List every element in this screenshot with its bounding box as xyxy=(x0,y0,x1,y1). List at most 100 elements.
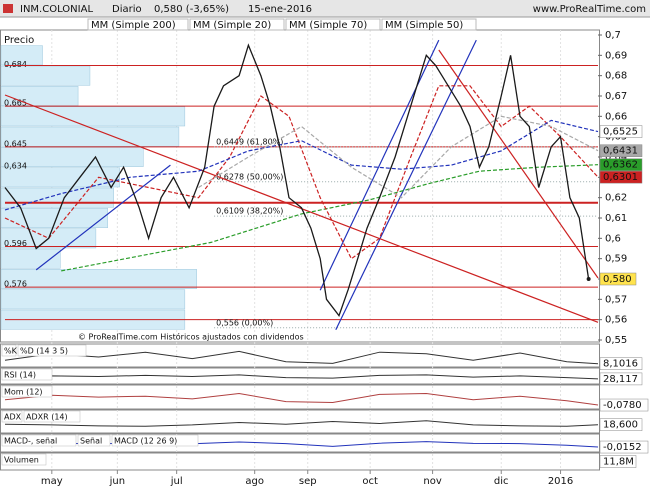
y-tick-label: 0,6 xyxy=(605,233,621,244)
value-label-bg xyxy=(599,125,643,138)
y-tick-label: 0,57 xyxy=(605,294,627,305)
x-tick-label: jun xyxy=(109,476,125,487)
panel-label: Volumen xyxy=(4,456,39,465)
indicator-line xyxy=(4,350,599,365)
header-bar xyxy=(0,0,650,17)
panel-label: Mom (12) xyxy=(4,388,43,397)
indicator-line xyxy=(4,374,599,380)
panel-label: RSI (14) xyxy=(4,371,36,380)
panel-label-bg xyxy=(1,385,53,398)
y-tick-label: 0,61 xyxy=(605,213,627,224)
symbol: INM.COLONIAL xyxy=(20,4,93,15)
y-tick-label: 0,66 xyxy=(605,111,627,122)
fib-label: 0,6449 (61,80%) xyxy=(216,138,283,147)
panel-frame xyxy=(0,433,600,453)
period: Diario xyxy=(112,4,142,15)
value-label: 0,6525 xyxy=(603,127,638,138)
profile-bar xyxy=(0,289,186,310)
panel-frame xyxy=(0,384,600,410)
header-icon xyxy=(3,4,13,13)
panel-label-bg xyxy=(1,368,53,381)
indicator-line xyxy=(4,420,599,427)
legend-entry: MM (Simple 200) xyxy=(91,20,176,31)
value-label: 0,6301 xyxy=(603,172,638,183)
profile-level-label: 0,576 xyxy=(4,280,27,289)
legend-entry: MM (Simple 70) xyxy=(289,20,367,31)
x-tick-label: sep xyxy=(299,476,317,487)
price-line xyxy=(4,43,590,317)
panel-label: ADX xyxy=(4,413,22,422)
profile-bar xyxy=(0,248,61,269)
profile-level-label: 0,665 xyxy=(4,99,27,108)
legend-entry: MM (Simple 20) xyxy=(193,20,271,31)
profile-bar xyxy=(0,208,108,228)
moving-average xyxy=(4,85,599,260)
panel-label: MACD-, señal xyxy=(4,437,57,446)
x-tick-label: ago xyxy=(245,476,264,487)
profile-level-label: 0,645 xyxy=(4,139,27,148)
trend-line xyxy=(438,49,599,279)
x-tick-label: jul xyxy=(170,476,183,487)
value-label: 0,6362 xyxy=(603,160,638,171)
panel-label: %K xyxy=(4,347,18,356)
panel-label-bg xyxy=(23,410,81,423)
chart-note: © ProRealTime.com Históricos ajustados c… xyxy=(78,332,304,342)
date: 15-ene-2016 xyxy=(248,4,312,15)
legend-entry: MM (Simple 50) xyxy=(385,20,463,31)
x-tick-label: oct xyxy=(362,476,378,487)
panel-label: Precio xyxy=(4,35,34,46)
value-label: 11,8M xyxy=(603,457,634,468)
panel-label-bg xyxy=(1,344,17,357)
y-tick-label: 0,55 xyxy=(605,335,627,346)
fib-label: 0,6278 (50,00%) xyxy=(216,172,283,181)
profile-bar xyxy=(0,126,180,147)
indicator-line xyxy=(4,392,599,406)
value-label: 0,580 xyxy=(603,274,632,285)
value-label: -0,0780 xyxy=(603,400,642,411)
quote: 0,580 (-3,65%) xyxy=(154,4,229,15)
x-tick-label: dic xyxy=(494,476,509,487)
value-label-bg xyxy=(599,158,643,171)
value-label: 28,117 xyxy=(603,374,638,385)
panel-label-bg xyxy=(1,453,47,466)
panel-label: Señal xyxy=(80,437,102,446)
legend-box xyxy=(381,18,477,31)
panel-label: MACD (12 26 9) xyxy=(114,437,177,446)
trend-line xyxy=(335,39,477,331)
moving-average xyxy=(198,115,599,199)
y-tick-label: 0,64 xyxy=(605,152,627,163)
value-label-bg xyxy=(599,455,637,468)
value-label-bg xyxy=(599,144,643,157)
panel-label-bg xyxy=(1,410,23,423)
profile-bar xyxy=(0,106,186,127)
legend-box xyxy=(285,18,381,31)
profile-level-label: 0,634 xyxy=(4,162,27,171)
profile-bar xyxy=(0,167,120,188)
panel-label-bg xyxy=(1,434,77,447)
panel-frame xyxy=(0,452,600,471)
y-tick-label: 0,62 xyxy=(605,193,627,204)
profile-bar xyxy=(0,269,197,289)
panel-label-bg xyxy=(77,434,111,447)
moving-average xyxy=(4,119,599,211)
value-label-bg xyxy=(599,357,643,370)
x-tick-label: 2016 xyxy=(548,476,573,487)
value-label: 18,600 xyxy=(603,420,638,431)
value-label-bg xyxy=(599,272,637,286)
panel-frame xyxy=(0,409,600,434)
value-label: 0,6431 xyxy=(603,146,638,157)
value-label-bg xyxy=(599,418,643,431)
x-tick-label: nov xyxy=(423,476,441,487)
profile-level-label: 0,596 xyxy=(4,239,27,248)
fib-label: 0,556 (0,00%) xyxy=(216,318,273,327)
y-tick-label: 0,68 xyxy=(605,71,627,82)
value-label: 8,1016 xyxy=(603,359,638,370)
x-tick-label: may xyxy=(41,476,63,487)
y-tick-label: 0,59 xyxy=(605,254,627,265)
site: www.ProRealTime.com xyxy=(533,4,646,15)
value-label-bg xyxy=(599,398,649,412)
panel-label-bg xyxy=(111,434,199,447)
profile-level-label: 0,684 xyxy=(4,60,27,69)
